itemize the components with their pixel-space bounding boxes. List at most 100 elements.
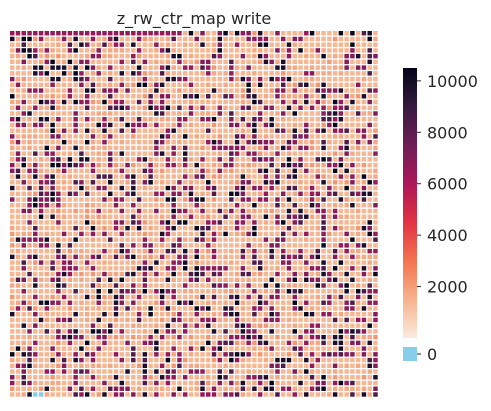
heatmap-cell: [211, 357, 217, 363]
heatmap-cell: [280, 128, 286, 133]
heatmap-cell: [159, 214, 165, 219]
heatmap-cell: [61, 94, 67, 99]
heatmap-cell: [131, 105, 136, 110]
heatmap-cell: [223, 82, 228, 88]
heatmap-cell: [44, 243, 50, 248]
heatmap-cell: [73, 168, 78, 174]
heatmap-cell: [240, 300, 246, 305]
heatmap-cell: [142, 208, 148, 214]
heatmap-cell: [211, 197, 217, 202]
heatmap-cell: [10, 82, 15, 88]
heatmap-cell: [240, 346, 246, 351]
heatmap-cell: [38, 105, 44, 110]
heatmap-cell: [154, 334, 159, 340]
heatmap-cell: [84, 334, 90, 340]
heatmap-cell: [361, 386, 367, 391]
heatmap-cell: [367, 357, 372, 363]
heatmap-cell: [304, 248, 309, 254]
heatmap-cell: [194, 300, 199, 305]
heatmap-cell: [136, 323, 142, 328]
heatmap-cell: [304, 99, 309, 105]
heatmap-cell: [102, 59, 107, 65]
heatmap-cell: [177, 162, 182, 168]
heatmap-cell: [338, 289, 344, 294]
heatmap-cell: [61, 334, 67, 340]
heatmap-cell: [206, 42, 211, 47]
heatmap-cell: [38, 254, 44, 260]
heatmap-cell: [223, 59, 228, 65]
heatmap-cell: [125, 340, 130, 346]
heatmap-cell: [50, 225, 55, 231]
heatmap-cell: [309, 214, 315, 219]
heatmap-cell: [113, 59, 119, 65]
heatmap-cell: [113, 289, 119, 294]
heatmap-cell: [182, 208, 188, 214]
heatmap-cell: [33, 386, 38, 391]
heatmap-cell: [56, 174, 61, 179]
heatmap-cell: [361, 31, 367, 36]
heatmap-cell: [252, 197, 257, 202]
heatmap-cell: [108, 180, 113, 185]
heatmap-cell: [338, 311, 344, 317]
heatmap-cell: [263, 82, 269, 88]
heatmap-cell: [136, 248, 142, 254]
heatmap-cell: [327, 254, 332, 260]
heatmap-cell: [10, 311, 15, 317]
heatmap-cell: [355, 162, 361, 168]
heatmap-cell: [269, 31, 274, 36]
heatmap-cell: [332, 277, 338, 283]
heatmap-cell: [257, 220, 263, 225]
heatmap-cell: [246, 300, 251, 305]
heatmap-cell: [355, 31, 361, 36]
heatmap-cell: [182, 139, 188, 145]
heatmap-cell: [84, 214, 90, 219]
heatmap-cell: [119, 185, 125, 191]
heatmap-cell: [108, 277, 113, 283]
heatmap-cell: [90, 375, 96, 380]
heatmap-cell: [206, 300, 211, 305]
heatmap-cell: [159, 145, 165, 151]
heatmap-cell: [102, 283, 107, 288]
heatmap-cell: [108, 168, 113, 174]
heatmap-cell: [257, 283, 263, 288]
heatmap-cell: [315, 260, 321, 265]
heatmap-cell: [252, 363, 257, 369]
heatmap-cell: [286, 271, 292, 277]
heatmap-cell: [10, 42, 15, 47]
heatmap-cell: [84, 283, 90, 288]
heatmap-cell: [165, 300, 171, 305]
heatmap-cell: [217, 254, 223, 260]
heatmap-cell: [131, 174, 136, 179]
heatmap-cell: [373, 185, 378, 191]
heatmap-cell: [84, 220, 90, 225]
heatmap-cell: [131, 369, 136, 374]
heatmap-cell: [269, 139, 274, 145]
heatmap-cell: [200, 59, 205, 65]
heatmap-cell: [280, 214, 286, 219]
heatmap-cell: [194, 346, 199, 351]
heatmap-cell: [108, 357, 113, 363]
heatmap-cell: [350, 220, 355, 225]
heatmap-cell: [125, 254, 130, 260]
heatmap-cell: [38, 311, 44, 317]
heatmap-cell: [315, 162, 321, 168]
heatmap-cell: [56, 237, 61, 242]
heatmap-cell: [344, 300, 349, 305]
heatmap-cell: [292, 214, 297, 219]
heatmap-cell: [38, 65, 44, 70]
heatmap-cell: [257, 266, 263, 271]
heatmap-cell: [217, 48, 223, 53]
heatmap-cell: [182, 283, 188, 288]
heatmap-cell: [315, 36, 321, 42]
heatmap-cell: [263, 260, 269, 265]
heatmap-cell: [234, 88, 240, 93]
heatmap-cell: [257, 94, 263, 99]
heatmap-cell: [338, 168, 344, 174]
heatmap-cell: [217, 260, 223, 265]
heatmap-cell: [131, 162, 136, 168]
heatmap-cell: [171, 243, 176, 248]
heatmap-cell: [33, 231, 38, 237]
heatmap-cell: [229, 375, 234, 380]
heatmap-cell: [131, 71, 136, 76]
heatmap-cell: [257, 375, 263, 380]
